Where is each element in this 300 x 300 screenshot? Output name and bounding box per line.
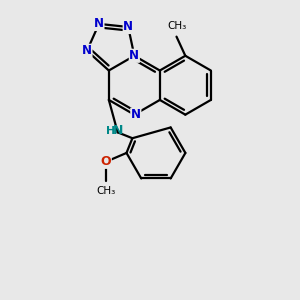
Text: N: N [112, 124, 123, 137]
Text: CH₃: CH₃ [96, 186, 116, 196]
Text: O: O [100, 155, 111, 168]
Text: CH₃: CH₃ [167, 21, 186, 31]
Text: N: N [129, 49, 139, 62]
Text: H: H [106, 126, 115, 136]
Text: N: N [123, 20, 133, 34]
Text: N: N [82, 44, 92, 57]
Text: N: N [94, 17, 104, 30]
Text: N: N [131, 108, 141, 121]
